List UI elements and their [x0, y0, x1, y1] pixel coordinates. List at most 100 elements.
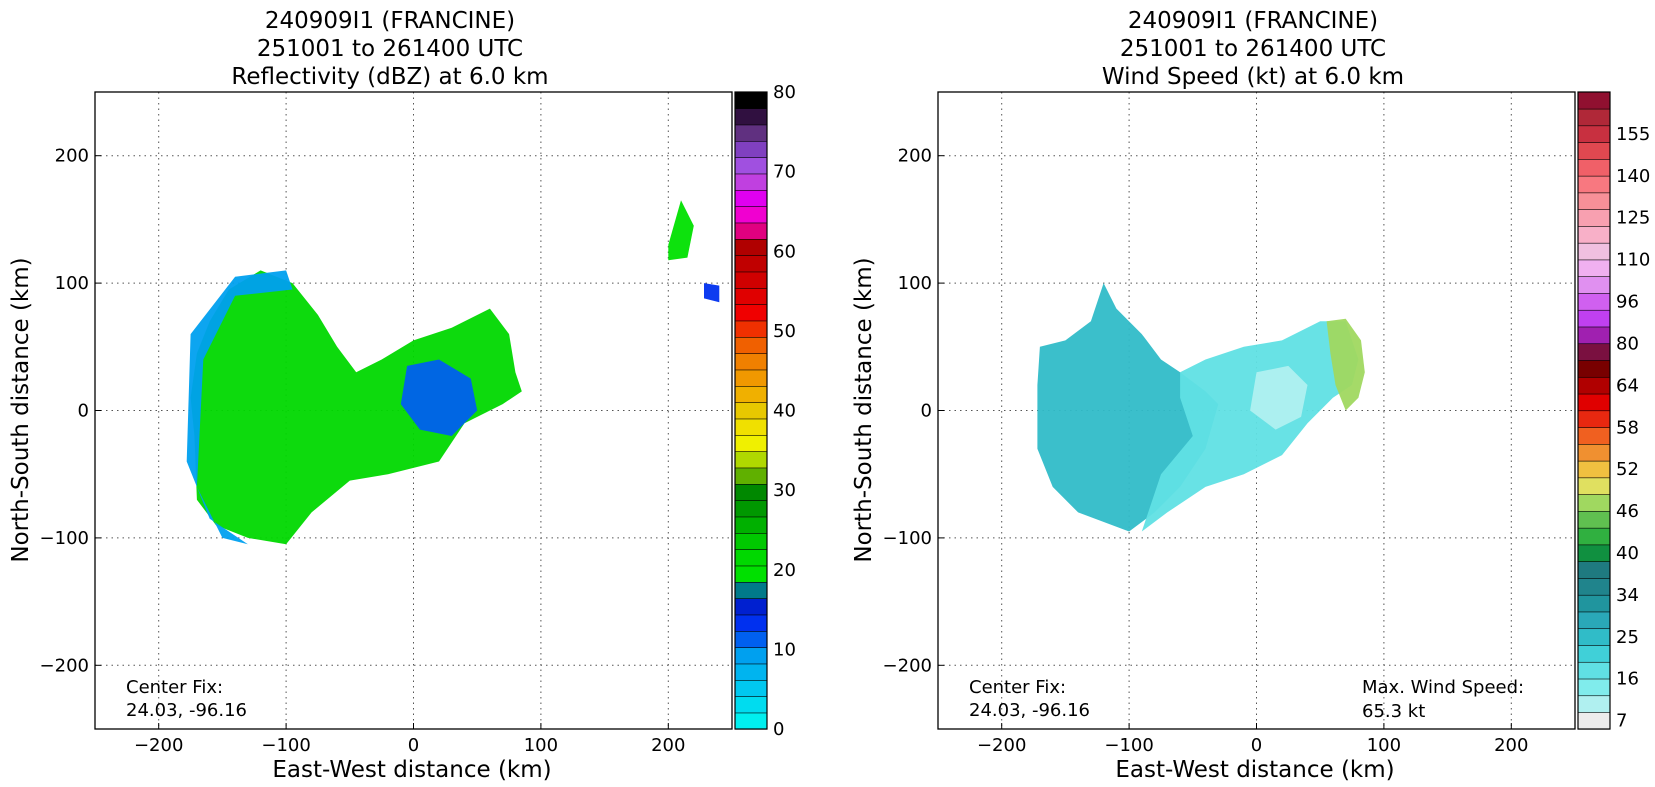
colorbar-segment: [734, 581, 768, 599]
colorbar-tick-label: 40: [773, 401, 796, 422]
colorbar-segment: [734, 630, 768, 648]
colorbar-segment: [734, 108, 768, 126]
data-region: [668, 200, 694, 261]
colorbar-segment: [1577, 376, 1611, 395]
colorbar: 7 16 25 34 40 46 52 58 64 80 96 110 125 140 155: [1577, 91, 1650, 732]
colorbar-segment: [734, 124, 768, 142]
colorbar-tick-label: 40: [1616, 543, 1639, 564]
y-tick-label: 0: [78, 401, 89, 422]
colorbar-tick-label: 50: [773, 321, 796, 342]
colorbar-segment: [1577, 292, 1611, 311]
colorbar-segment: [1577, 141, 1611, 160]
colorbar-segment: [734, 91, 768, 109]
data-region: [1326, 318, 1365, 411]
colorbar-tick-label: 58: [1616, 417, 1639, 438]
colorbar-segment: [734, 287, 768, 305]
colorbar-segment: [734, 434, 768, 452]
x-axis-label: East-West distance (km): [1115, 757, 1394, 783]
colorbar-segment: [1577, 158, 1611, 177]
colorbar-segment: [1577, 192, 1611, 210]
colorbar-tick-label: 60: [773, 241, 796, 262]
colorbar-segment: [734, 336, 768, 354]
colorbar-tick-label: 52: [1616, 459, 1639, 480]
chart-title-line-1: 240909I1 (FRANCINE): [1128, 8, 1378, 34]
colorbar-tick-label: 64: [1616, 375, 1639, 396]
colorbar-segment: [1577, 527, 1611, 546]
colorbar-segment: [734, 157, 768, 175]
center-fix-value: 24.03, -96.16: [126, 700, 247, 721]
colorbar-segment: [1577, 125, 1611, 143]
chart-title-line-2: 251001 to 261400 UTC: [1120, 36, 1386, 62]
colorbar-tick-label: 7: [1616, 711, 1627, 732]
colorbar-tick-label: 110: [1616, 250, 1650, 271]
colorbar-segment: [1577, 695, 1611, 713]
colorbar-frame: [734, 91, 768, 730]
colorbar-tick-label: 20: [773, 560, 796, 581]
colorbar-segment: [1577, 426, 1611, 445]
colorbar-segment: [1577, 678, 1611, 697]
x-tick-label: −100: [261, 735, 310, 756]
colorbar-tick-label: 80: [773, 82, 796, 103]
y-tick-label: 200: [55, 146, 89, 167]
reflectivity-panel: 240909I1 (FRANCINE) 251001 to 261400 UTC…: [8, 8, 796, 783]
colorbar-segment: [734, 647, 768, 665]
colorbar-segment: [734, 679, 768, 697]
colorbar-segment: [1577, 443, 1611, 462]
y-tick-label: 100: [55, 273, 89, 294]
colorbar-segment: [1577, 577, 1611, 596]
colorbar-tick-label: 30: [773, 480, 796, 501]
colorbar-segment: [734, 255, 768, 273]
colorbar-segment: [734, 140, 768, 158]
center-fix-label: Center Fix:: [126, 677, 223, 698]
chart-title-line-1: 240909I1 (FRANCINE): [265, 8, 515, 34]
y-axis-label: North-South distance (km): [8, 257, 34, 562]
colorbar-segment: [734, 402, 768, 420]
data-region: [400, 359, 478, 436]
colorbar-segment: [1577, 494, 1611, 512]
colorbar-tick-label: 155: [1616, 124, 1650, 145]
x-tick-label: 100: [1367, 735, 1401, 756]
colorbar-segment: [1577, 544, 1611, 562]
x-tick-label: 200: [1494, 735, 1528, 756]
colorbar-segment: [1577, 276, 1611, 294]
colorbar-segment: [734, 483, 768, 501]
colorbar-segment: [734, 451, 768, 469]
plot-area: −200 −100 0 100 200 −200 −100 0 100 200: [40, 91, 733, 756]
y-tick-label: −200: [883, 655, 932, 676]
x-tick-label: −200: [134, 735, 183, 756]
colorbar-segment: [734, 320, 768, 338]
colorbar-segment: [1577, 309, 1611, 328]
max-wind-value: 65.3 kt: [1362, 701, 1425, 722]
colorbar: 0 10 20 30 40 50 60 70 80: [734, 82, 796, 740]
colorbar-segment: [734, 206, 768, 224]
x-tick-label: 0: [408, 735, 419, 756]
colorbar-segment: [734, 598, 768, 616]
colorbar-segment: [734, 565, 768, 583]
colorbar-segment: [734, 271, 768, 289]
colorbar-tick-label: 80: [1616, 333, 1639, 354]
colorbar-segment: [1577, 561, 1611, 579]
colorbar-tick-label: 125: [1616, 208, 1650, 229]
colorbar-segment: [734, 189, 768, 207]
colorbar-segment: [1577, 477, 1611, 495]
x-tick-label: 200: [651, 735, 685, 756]
colorbar-tick-label: 34: [1616, 585, 1639, 606]
colorbar-tick-label: 0: [773, 719, 784, 740]
y-tick-label: 200: [898, 146, 932, 167]
colorbar-segment: [1577, 343, 1611, 361]
colorbar-segment: [734, 614, 768, 632]
colorbar-segment: [1577, 209, 1611, 227]
colorbar-segment: [734, 549, 768, 567]
y-tick-label: 0: [921, 401, 932, 422]
colorbar-segment: [734, 385, 768, 403]
data-region: [1250, 365, 1308, 430]
colorbar-segment: [1577, 410, 1611, 428]
y-tick-label: −100: [883, 528, 932, 549]
colorbar-tick-label: 70: [773, 162, 796, 183]
colorbar-segment: [1577, 326, 1611, 345]
chart-title-line-2: 251001 to 261400 UTC: [257, 36, 523, 62]
colorbar-segment: [734, 516, 768, 534]
colorbar-segment: [1577, 460, 1611, 479]
max-wind-label: Max. Wind Speed:: [1362, 677, 1524, 698]
